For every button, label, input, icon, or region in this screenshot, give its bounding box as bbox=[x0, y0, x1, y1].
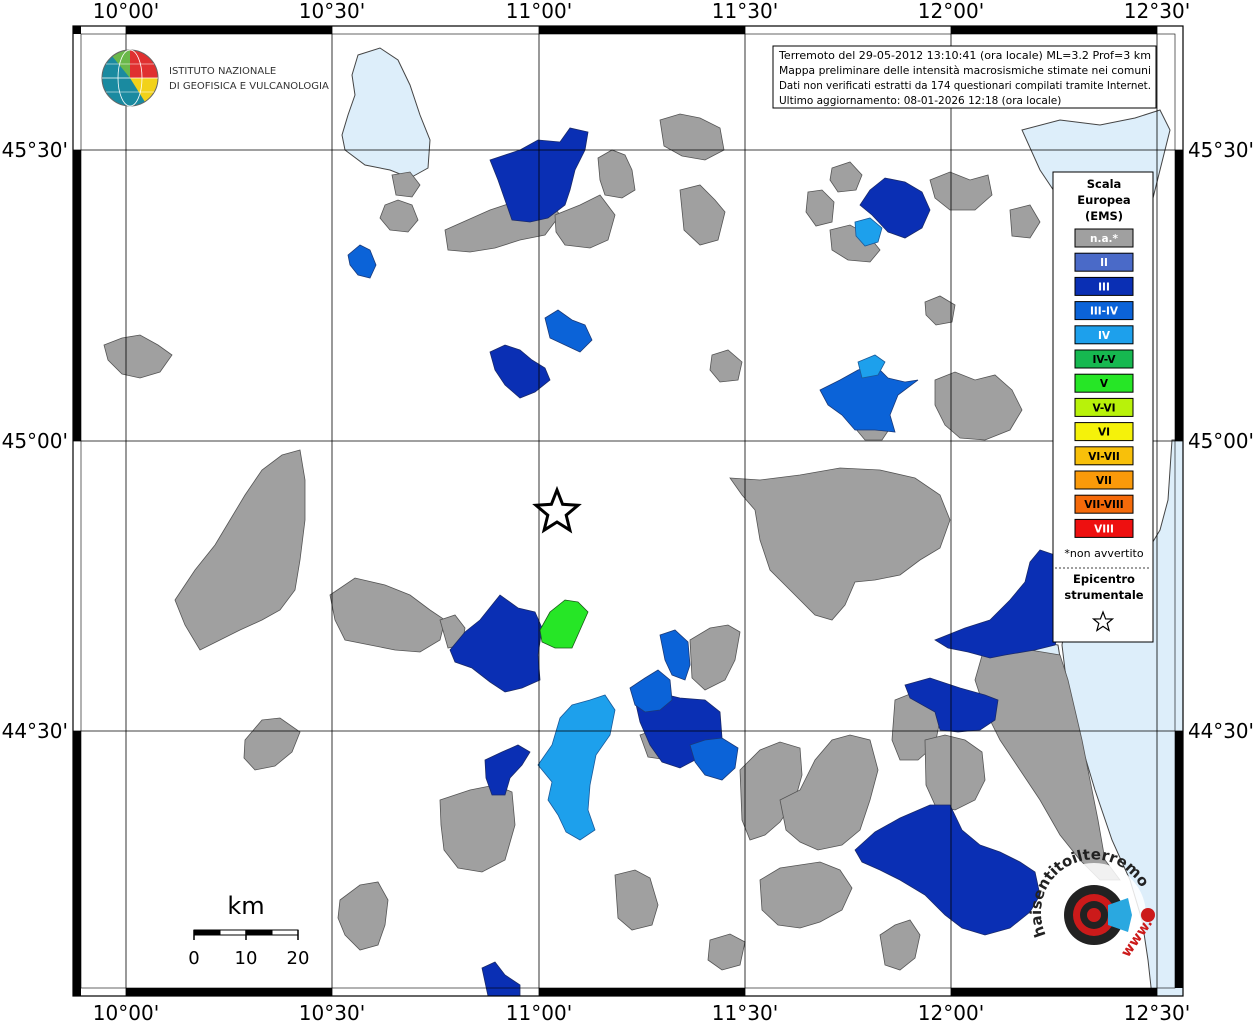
scale-tick-0: 0 bbox=[188, 948, 199, 969]
lon-label-bottom-4: 11°30' bbox=[712, 1001, 778, 1024]
legend-swatch-13 bbox=[1074, 518, 1134, 538]
lon-label-bottom-6: 12°30' bbox=[1124, 1001, 1190, 1024]
ingv-logo: ISTITUTO NAZIONALE DI GEOFISICA E VULCAN… bbox=[101, 49, 329, 107]
lon-label-bottom-5: 12°00' bbox=[918, 1001, 984, 1024]
legend-label-13: VIII bbox=[1094, 523, 1114, 535]
legend-swatch-12 bbox=[1074, 494, 1134, 514]
scale-tick-20: 20 bbox=[287, 948, 310, 969]
globe-icon bbox=[101, 49, 159, 107]
target-icon bbox=[1064, 885, 1124, 945]
not-felt-areas bbox=[103, 113, 1121, 971]
lat-label-left-1: 45°30' bbox=[2, 138, 68, 162]
legend-swatch-4 bbox=[1074, 301, 1134, 321]
legend-star-icon bbox=[1091, 610, 1115, 632]
map-frame bbox=[72, 25, 1184, 997]
legend-label-1: n.a.* bbox=[1090, 233, 1119, 245]
speaker-icon bbox=[1108, 898, 1132, 932]
intensity-V-areas bbox=[539, 599, 589, 649]
lon-label-top-3: 11°00' bbox=[506, 0, 572, 23]
legend-swatch-10 bbox=[1074, 446, 1134, 466]
legend-label-6: IV-V bbox=[1093, 354, 1117, 366]
scale-unit: km bbox=[227, 892, 264, 920]
legend-items: n.a.*IIIIIIII-IVIVIV-VVV-VIVIVI-VIIVIIVI… bbox=[1074, 228, 1134, 538]
lon-label-top-1: 10°00' bbox=[93, 0, 159, 23]
legend-label-4: III-IV bbox=[1090, 306, 1119, 318]
event-info-box: Terremoto del 29-05-2012 13:10:41 (ora l… bbox=[772, 45, 1157, 109]
ems-legend: Scala Europea (EMS) n.a.*IIIIIIII-IVIVIV… bbox=[1052, 171, 1154, 643]
lon-label-bottom-2: 10°30' bbox=[299, 1001, 365, 1024]
legend-swatch-9 bbox=[1074, 422, 1134, 442]
logo-line2: DI GEOFISICA E VULCANOLOGIA bbox=[169, 81, 329, 92]
legend-label-12: VII-VIII bbox=[1084, 499, 1123, 511]
legend-label-7: V bbox=[1100, 378, 1109, 390]
legend-label-8: V-VI bbox=[1093, 402, 1116, 414]
lon-label-bottom-1: 10°00' bbox=[93, 1001, 159, 1024]
info-line1: Terremoto del 29-05-2012 13:10:41 (ora l… bbox=[778, 50, 1151, 62]
scale-tick-10: 10 bbox=[235, 948, 258, 969]
lat-label-left-2: 45°00' bbox=[2, 429, 68, 453]
lat-label-right-3: 44°30' bbox=[1188, 719, 1254, 743]
lon-label-top-4: 11°30' bbox=[712, 0, 778, 23]
lat-label-right-1: 45°30' bbox=[1188, 138, 1254, 162]
legend-swatch-6 bbox=[1074, 349, 1134, 369]
info-line4: Ultimo aggiornamento: 08-01-2026 12:18 (… bbox=[779, 95, 1061, 107]
scale-bar: km 0 10 20 bbox=[188, 892, 309, 969]
legend-title-line3: (EMS) bbox=[1085, 209, 1123, 223]
lon-label-top-5: 12°00' bbox=[918, 0, 984, 23]
legend-epicenter-line1: Epicentro bbox=[1073, 572, 1135, 586]
legend-swatch-8 bbox=[1074, 397, 1134, 417]
legend-label-2: II bbox=[1100, 257, 1108, 269]
legend-swatch-11 bbox=[1074, 470, 1134, 490]
graticule bbox=[73, 26, 1183, 996]
legend-label-3: III bbox=[1098, 281, 1110, 293]
legend-title-line2: Europea bbox=[1077, 193, 1130, 207]
legend-epicenter-line2: strumentale bbox=[1064, 588, 1143, 602]
epicenter-star-icon[interactable] bbox=[532, 485, 582, 534]
legend-label-9: VI bbox=[1098, 427, 1110, 439]
lat-label-left-3: 44°30' bbox=[2, 719, 68, 743]
lon-label-top-6: 12°30' bbox=[1124, 0, 1190, 23]
lat-label-right-2: 45°00' bbox=[1188, 429, 1254, 453]
legend-swatch-7 bbox=[1074, 373, 1134, 393]
info-line2: Mappa preliminare delle intensità macros… bbox=[779, 65, 1151, 77]
intensity-III-IV-areas bbox=[347, 244, 919, 781]
lon-label-top-2: 10°30' bbox=[299, 0, 365, 23]
legend-label-5: IV bbox=[1098, 330, 1111, 342]
lon-label-bottom-3: 11°00' bbox=[506, 1001, 572, 1024]
legend-title-line1: Scala bbox=[1087, 177, 1122, 191]
legend-footnote: *non avvertito bbox=[1064, 547, 1143, 560]
legend-swatch-2 bbox=[1074, 252, 1134, 272]
logo-line1: ISTITUTO NAZIONALE bbox=[169, 66, 276, 77]
info-line3: Dati non verificati estratti da 174 ques… bbox=[779, 80, 1151, 92]
legend-label-11: VII bbox=[1096, 475, 1112, 487]
info-badge-icon bbox=[1141, 908, 1155, 922]
legend-swatch-5 bbox=[1074, 325, 1134, 345]
legend-label-10: VI-VII bbox=[1088, 451, 1120, 463]
legend-swatch-1 bbox=[1074, 228, 1134, 248]
legend-swatch-3 bbox=[1074, 276, 1134, 296]
intensity-III-areas bbox=[449, 127, 1066, 997]
